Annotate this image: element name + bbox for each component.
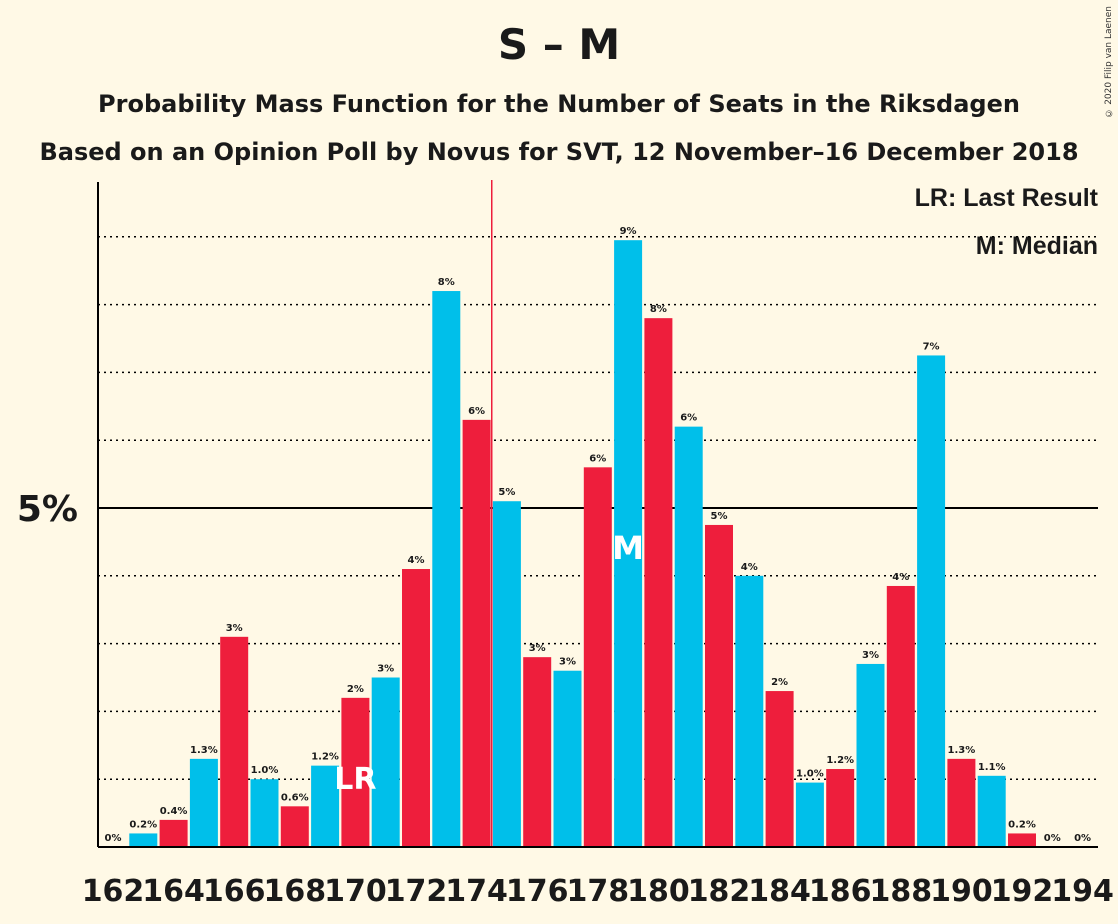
bar xyxy=(311,765,340,847)
bar xyxy=(795,782,824,847)
x-tick-label: 194 xyxy=(1051,874,1114,909)
bar xyxy=(553,670,582,847)
bar xyxy=(189,758,218,847)
data-label: 8% xyxy=(650,304,667,315)
bar xyxy=(250,779,279,847)
bar xyxy=(886,585,915,847)
data-label: 6% xyxy=(468,406,485,417)
bar xyxy=(917,355,946,847)
data-label: 3% xyxy=(862,650,879,661)
x-tick-label: 174 xyxy=(445,874,508,909)
bar xyxy=(705,524,733,847)
bar xyxy=(220,636,249,847)
x-tick-label: 162 xyxy=(82,874,145,909)
data-label: 0% xyxy=(1044,833,1061,844)
data-label: 1.3% xyxy=(948,745,976,756)
data-label: 5% xyxy=(498,487,515,498)
data-label: 4% xyxy=(741,562,758,573)
data-label: 0% xyxy=(105,833,122,844)
bar xyxy=(1008,833,1036,847)
bar xyxy=(159,819,188,847)
data-label: 5% xyxy=(711,511,728,522)
bar xyxy=(402,569,430,847)
bar xyxy=(856,663,885,847)
bar xyxy=(280,806,309,847)
data-label: 0.4% xyxy=(160,806,188,817)
x-tick-label: 184 xyxy=(748,874,811,909)
chart-title: S – M xyxy=(497,20,621,69)
bar xyxy=(674,426,703,847)
x-tick-label: 170 xyxy=(324,874,387,909)
data-label: 1.2% xyxy=(311,752,339,763)
data-label: 7% xyxy=(923,341,940,352)
data-label: 1.2% xyxy=(826,755,854,766)
data-label: 6% xyxy=(589,453,606,464)
x-tick-label: 186 xyxy=(809,874,872,909)
bar xyxy=(765,691,794,847)
x-tick-label: 176 xyxy=(506,874,569,909)
x-tick-label: 192 xyxy=(991,874,1054,909)
bar xyxy=(129,833,158,847)
chart-subtitle-source: Based on an Opinion Poll by Novus for SV… xyxy=(39,138,1079,166)
median-marker: M xyxy=(612,529,644,567)
data-label: 1.3% xyxy=(190,745,218,756)
x-tick-label: 178 xyxy=(566,874,629,909)
bar xyxy=(977,775,1006,847)
x-tick-label: 168 xyxy=(263,874,326,909)
x-tick-label: 164 xyxy=(142,874,205,909)
bar xyxy=(523,657,552,847)
bar xyxy=(826,769,855,847)
bar xyxy=(371,677,400,847)
x-tick-label: 172 xyxy=(385,874,448,909)
data-label: 3% xyxy=(559,657,576,668)
x-tick-label: 166 xyxy=(203,874,266,909)
data-label: 0% xyxy=(1074,833,1091,844)
bar xyxy=(341,697,370,847)
bar xyxy=(644,318,673,847)
data-label: 3% xyxy=(529,643,546,654)
x-tick-label: 190 xyxy=(930,874,993,909)
bar xyxy=(735,575,764,847)
bar xyxy=(432,291,461,847)
last-result-marker: LR xyxy=(334,762,376,797)
data-label: 3% xyxy=(226,623,243,634)
bar xyxy=(583,467,612,847)
chart-subtitle: Probability Mass Function for the Number… xyxy=(98,90,1020,118)
data-label: 8% xyxy=(438,277,455,288)
y-tick-label: 5% xyxy=(17,489,78,530)
bar xyxy=(614,240,643,847)
data-label: 1.1% xyxy=(978,762,1006,773)
data-label: 6% xyxy=(680,413,697,424)
data-label: 0.2% xyxy=(1008,819,1036,830)
data-label: 1.0% xyxy=(251,765,279,776)
x-tick-label: 182 xyxy=(688,874,751,909)
data-label: 4% xyxy=(408,555,425,566)
data-label: 3% xyxy=(377,664,394,675)
x-tick-label: 188 xyxy=(869,874,932,909)
x-tick-label: 180 xyxy=(627,874,690,909)
data-label: 2% xyxy=(347,684,364,695)
bar xyxy=(947,758,976,847)
data-label: 0.2% xyxy=(129,819,157,830)
data-label: 2% xyxy=(771,677,788,688)
data-label: 4% xyxy=(892,572,909,583)
legend-last-result: LR: Last Result xyxy=(914,184,1098,212)
data-label: 9% xyxy=(620,226,637,237)
bar xyxy=(492,501,521,847)
data-label: 0.6% xyxy=(281,792,309,803)
bar xyxy=(462,419,491,847)
data-label: 1.0% xyxy=(796,769,824,780)
